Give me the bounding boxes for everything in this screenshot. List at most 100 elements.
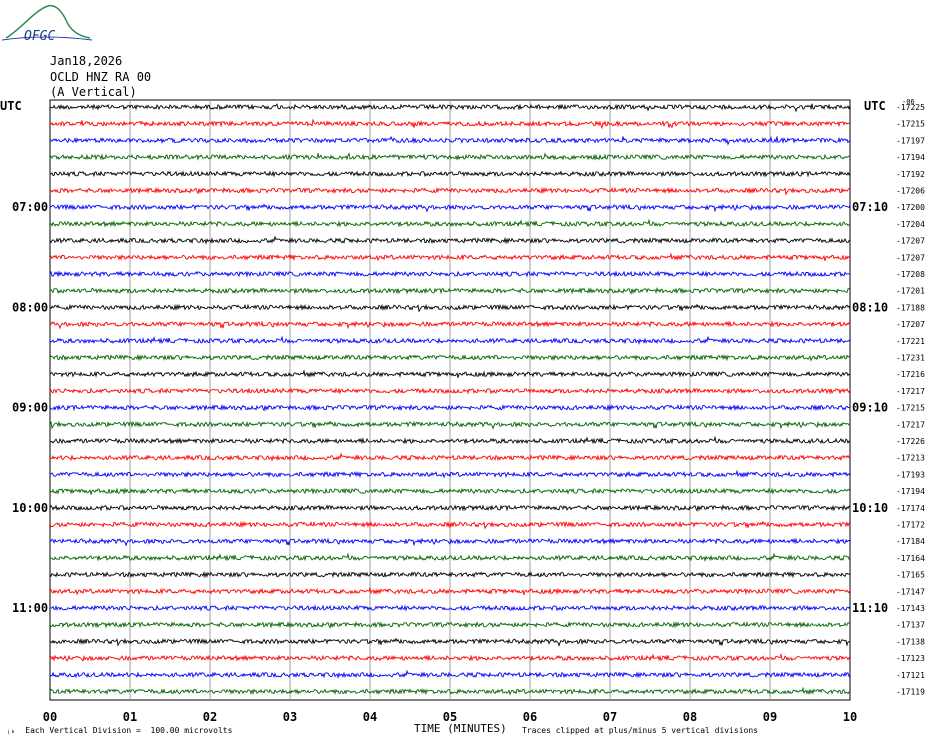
right-hour-label: 10:10: [852, 501, 888, 515]
trace-offset-label: -17231: [896, 354, 925, 363]
trace-line: [49, 570, 851, 579]
x-tick-label: 04: [363, 710, 377, 724]
right-hour-label: 09:10: [852, 401, 888, 415]
x-tick-label: 01: [123, 710, 137, 724]
x-tick-label: 08: [683, 710, 697, 724]
trace-line: [49, 335, 851, 346]
utc-right-label: UTC: [864, 99, 886, 113]
trace-offset-label: -17217: [896, 387, 925, 396]
trace-line: [49, 103, 851, 113]
trace-offset-label: -17174: [896, 504, 925, 513]
footer-mark: ⱼₖ: [6, 726, 16, 735]
scale-note-text: Each Vertical Division = 100.00 microvol…: [25, 726, 233, 735]
trace-line: [49, 353, 851, 362]
x-tick-label: 10: [843, 710, 857, 724]
x-tick-label: 09: [763, 710, 777, 724]
trace-offset-label: -17165: [896, 571, 925, 580]
trace-line: [49, 135, 851, 146]
minute-gridlines: [129, 100, 771, 700]
scale-note: ⱼₖ Each Vertical Division = 100.00 micro…: [6, 726, 232, 735]
traces: [49, 103, 851, 696]
trace-line: [49, 420, 851, 430]
left-hour-label: 07:00: [12, 200, 48, 214]
trace-line: [49, 203, 851, 213]
left-hour-labels: 07:00 08:00 09:00 10:00 11:00: [12, 200, 48, 615]
right-hour-label: 08:10: [852, 300, 888, 314]
component-label: (A Vertical): [50, 85, 137, 99]
trace-line: [49, 504, 851, 512]
trace-offset-label: -17215: [896, 404, 925, 413]
utc-left-label: UTC: [0, 99, 22, 113]
trace-line: [49, 552, 851, 563]
trace-offset-label: -17208: [896, 270, 925, 279]
trace-offset-label: -17204: [896, 220, 925, 229]
utc-offset-label: -06: [902, 98, 915, 106]
trace-offset-label: -17216: [896, 370, 925, 379]
trace-offset-label: -17137: [896, 621, 925, 630]
trace-offset-label: -17143: [896, 604, 925, 613]
trace-offset-label: -17221: [896, 337, 925, 346]
x-tick-label: 07: [603, 710, 617, 724]
trace-offset-label: -17194: [896, 153, 925, 162]
trace-line: [49, 669, 851, 680]
trace-offset-label: -17147: [896, 587, 925, 596]
trace-offset-label: -17138: [896, 637, 925, 646]
trace-offset-label: -17193: [896, 470, 925, 479]
trace-offset-label: -17200: [896, 203, 925, 212]
trace-line: [49, 520, 851, 530]
trace-offset-label: -17201: [896, 287, 925, 296]
left-hour-label: 08:00: [12, 300, 48, 314]
trace-line: [49, 303, 851, 313]
x-tick-labels: 00 01 02 03 04 05 06 07 08 09 10: [43, 710, 857, 724]
trace-offset-label: -17213: [896, 454, 925, 463]
trace-offset-label: -17197: [896, 136, 925, 145]
trace-line: [49, 270, 851, 278]
trace-line: [49, 469, 851, 479]
trace-offset-label: -17207: [896, 237, 925, 246]
left-hour-label: 10:00: [12, 501, 48, 515]
trace-offset-label: -17184: [896, 537, 925, 546]
trace-offset-label: -17119: [896, 688, 925, 697]
trace-offset-label: -17225: [896, 103, 925, 112]
trace-line: [49, 586, 851, 596]
ofgc-logo: OFGC: [1, 4, 93, 44]
trace-line: [49, 286, 851, 295]
right-hour-labels: 07:10 08:10 09:10 10:10 11:10: [852, 200, 888, 615]
trace-offset-label: -17164: [896, 554, 925, 563]
trace-offset-label: -17172: [896, 521, 925, 530]
trace-offset-label: -17226: [896, 437, 925, 446]
trace-offset-label: -17206: [896, 187, 925, 196]
trace-line: [49, 487, 851, 495]
trace-line: [49, 620, 851, 629]
trace-line: [49, 435, 851, 445]
trace-offset-label: -17207: [896, 320, 925, 329]
trace-line: [49, 686, 851, 696]
x-tick-label: 05: [443, 710, 457, 724]
trace-line: [49, 186, 851, 196]
trace-offset-label: -17217: [896, 420, 925, 429]
trace-line: [49, 403, 851, 412]
left-hour-label: 09:00: [12, 401, 48, 415]
trace-line: [49, 452, 851, 462]
clip-note: Traces clipped at plus/minus 5 vertical …: [522, 726, 759, 735]
trace-offset-label: -17194: [896, 487, 925, 496]
x-tick-label: 06: [523, 710, 537, 724]
trace-line: [49, 604, 851, 612]
x-tick-label: 02: [203, 710, 217, 724]
trace-line: [49, 118, 851, 130]
trace-line: [49, 387, 851, 395]
trace-line: [49, 652, 851, 662]
logo-text: OFGC: [24, 29, 55, 44]
trace-offset-labels: -17225 -17215 -17197 -17194 -17192 -17206 -172…: [896, 103, 925, 697]
trace-offset-label: -17207: [896, 253, 925, 262]
station-label: OCLD HNZ RA 00: [50, 70, 152, 84]
date-label: Jan18,2026: [50, 54, 123, 68]
trace-offset-label: -17121: [896, 671, 925, 680]
trace-line: [49, 369, 851, 378]
x-axis-label: TIME (MINUTES): [414, 722, 507, 735]
right-hour-label: 11:10: [852, 601, 888, 615]
trace-line: [49, 235, 851, 245]
trace-line: [49, 252, 851, 262]
x-tick-label: 00: [43, 710, 57, 724]
